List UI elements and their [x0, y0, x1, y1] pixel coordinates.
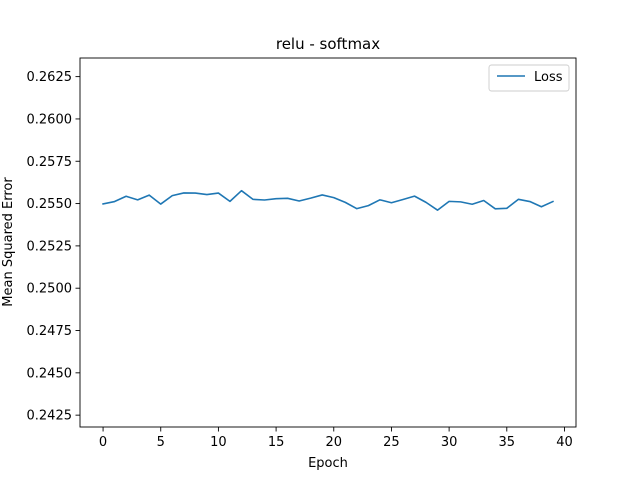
- x-tick-label: 30: [441, 435, 458, 450]
- legend-label: Loss: [534, 70, 563, 85]
- y-tick-label: 0.2625: [27, 70, 73, 85]
- x-tick-label: 25: [383, 435, 400, 450]
- y-tick-label: 0.2575: [27, 155, 73, 170]
- x-tick-label: 0: [99, 435, 107, 450]
- y-tick-label: 0.2450: [27, 366, 73, 381]
- x-tick-label: 40: [556, 435, 573, 450]
- x-tick-label: 5: [157, 435, 165, 450]
- plot-area: 0 5 10 15 20 25 30 35 40 0.2425 0.2450 0.2475 0.2500…: [27, 57, 577, 450]
- y-tick-label: 0.2475: [27, 324, 73, 339]
- x-tick-label: 10: [210, 435, 227, 450]
- legend-box: [488, 64, 570, 92]
- y-tick-label: 0.2425: [27, 409, 73, 424]
- y-tick-label: 0.2525: [27, 239, 73, 254]
- x-tick-label: 35: [499, 435, 516, 450]
- y-axis-label: Mean Squared Error: [1, 177, 16, 307]
- x-tick-label: 20: [325, 435, 342, 450]
- x-axis-label: Epoch: [308, 456, 348, 471]
- series-line-loss: [102, 189, 554, 211]
- y-tick-label: 0.2550: [27, 197, 73, 212]
- y-tick-label: 0.2500: [27, 282, 73, 297]
- x-tick-label: 15: [268, 435, 285, 450]
- chart-title: relu - softmax: [276, 35, 380, 53]
- axes-frame: [79, 57, 577, 428]
- y-tick-label: 0.2600: [27, 112, 73, 127]
